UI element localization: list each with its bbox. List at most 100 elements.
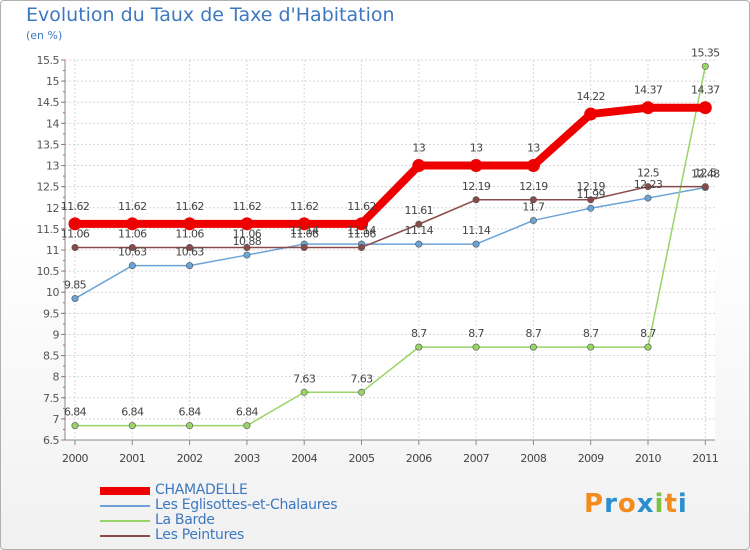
data-point — [128, 243, 136, 251]
data-label: 8.7 — [411, 327, 427, 340]
data-point — [526, 159, 540, 173]
data-label: 8.7 — [640, 327, 656, 340]
data-label: 11.06 — [347, 227, 376, 240]
legend-item: CHAMADELLE — [100, 482, 400, 499]
brand-letter: i — [654, 489, 665, 519]
data-label: 10.63 — [175, 246, 204, 259]
x-tick-label: 2009 — [578, 452, 604, 465]
data-label: 7.63 — [350, 372, 373, 385]
legend-swatch — [100, 487, 150, 495]
data-point — [297, 217, 311, 231]
data-label: 14.22 — [576, 90, 605, 103]
legend-label: Les Eglisottes-et-Chalaures — [155, 497, 338, 513]
data-label: 11.62 — [175, 200, 204, 213]
data-label: 12.19 — [519, 180, 548, 193]
data-point — [415, 240, 423, 248]
y-tick-label: 15 — [46, 75, 59, 88]
data-point — [68, 217, 82, 231]
data-label: 11.14 — [347, 224, 376, 237]
legend-swatch — [100, 520, 150, 522]
data-point — [128, 262, 136, 270]
data-point — [243, 251, 251, 259]
y-tick-label: 7.5 — [43, 392, 59, 405]
chart-legend: CHAMADELLE Les Eglisottes-et-Chalaures La … — [100, 482, 400, 544]
legend-swatch — [100, 505, 150, 507]
data-point — [698, 101, 712, 115]
y-tick-label: 14.5 — [37, 96, 60, 109]
y-tick-label: 13.5 — [37, 138, 60, 151]
x-tick-label: 2010 — [635, 452, 661, 465]
x-tick-label: 2011 — [692, 452, 718, 465]
data-point — [415, 343, 423, 351]
data-point — [243, 243, 251, 251]
x-tick-label: 2005 — [349, 452, 375, 465]
data-label: 11.14 — [462, 224, 491, 237]
data-point — [128, 422, 136, 430]
series-line — [75, 103, 706, 228]
legend-item: La Barde — [100, 512, 400, 529]
data-point — [415, 220, 423, 228]
data-label: 14.37 — [634, 84, 663, 97]
y-tick-label: 9.5 — [43, 307, 59, 320]
data-label: 11.61 — [405, 204, 434, 217]
brand-letter: r — [604, 489, 618, 519]
data-point — [587, 196, 595, 204]
data-point — [186, 262, 194, 270]
data-point — [472, 240, 480, 248]
data-point — [529, 196, 537, 204]
chart-title: Evolution du Taux de Taxe d'Habitation — [26, 4, 395, 26]
data-point — [357, 388, 365, 396]
y-tick-label: 12.5 — [37, 181, 60, 194]
data-point — [357, 243, 365, 251]
data-label: 15.35 — [691, 46, 720, 59]
data-label: 12.19 — [462, 180, 491, 193]
data-point — [529, 216, 537, 224]
legend-swatch — [100, 535, 150, 537]
data-label: 11.14 — [290, 224, 319, 237]
data-label: 11.06 — [118, 227, 147, 240]
brand-letter: x — [636, 489, 655, 519]
data-label: 6.84 — [64, 406, 87, 419]
data-point — [186, 422, 194, 430]
data-label: 11.62 — [347, 200, 376, 213]
x-tick-label: 2006 — [406, 452, 432, 465]
x-tick-label: 2008 — [520, 452, 546, 465]
data-point — [701, 62, 709, 70]
data-point — [125, 217, 139, 231]
brand-letter: t — [664, 489, 678, 519]
data-label: 8.7 — [526, 327, 542, 340]
data-label: 12.19 — [576, 180, 605, 193]
y-tick-label: 9 — [53, 328, 60, 341]
x-tick-label: 2001 — [119, 452, 145, 465]
data-point — [472, 196, 480, 204]
y-tick-label: 11.5 — [37, 223, 60, 236]
y-tick-label: 8.5 — [43, 350, 59, 363]
data-point — [472, 343, 480, 351]
data-label: 13 — [470, 142, 483, 155]
series-line — [75, 66, 707, 427]
y-tick-label: 6.5 — [43, 434, 59, 447]
data-label: 11.62 — [61, 200, 90, 213]
data-point — [186, 243, 194, 251]
data-label: 6.84 — [179, 406, 202, 419]
y-tick-label: 14 — [46, 117, 59, 130]
data-label: 13 — [527, 142, 540, 155]
series-line — [75, 185, 706, 249]
data-label: 8.7 — [583, 327, 599, 340]
data-label: 11.99 — [576, 188, 605, 201]
data-point — [644, 194, 652, 202]
data-label: 7.63 — [293, 372, 316, 385]
data-point — [529, 343, 537, 351]
y-tick-label: 10 — [46, 286, 59, 299]
data-point — [243, 422, 251, 430]
series-line — [74, 186, 706, 300]
y-tick-label: 11 — [46, 244, 59, 257]
data-point — [183, 217, 197, 231]
data-label: 11.62 — [290, 200, 319, 213]
data-point — [300, 388, 308, 396]
brand-letter: P — [584, 489, 605, 519]
chart-subtitle: (en %) — [26, 29, 63, 42]
data-label: 12.5 — [637, 167, 660, 180]
data-label: 6.84 — [236, 406, 259, 419]
data-label: 11.7 — [522, 200, 545, 213]
